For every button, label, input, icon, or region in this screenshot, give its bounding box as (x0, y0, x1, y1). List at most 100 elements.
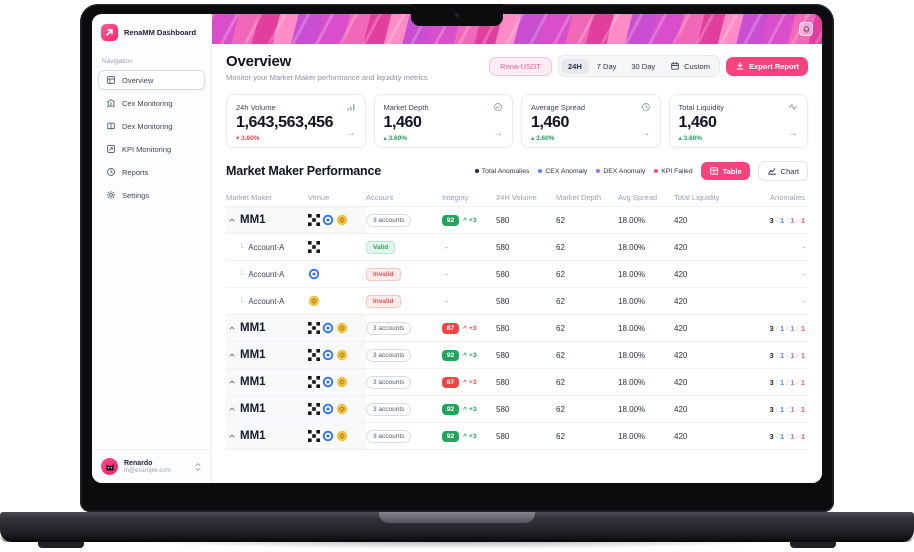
spread-cell: 18.00% (618, 296, 646, 306)
venue-cell (308, 234, 366, 260)
arrow-right-icon[interactable]: → (493, 128, 503, 139)
anomaly-separator: / (784, 377, 791, 387)
bnb-icon (336, 403, 348, 415)
laptop-notch (411, 4, 503, 26)
volume-cell: 580 (496, 431, 510, 441)
sidebar-item-dex-monitoring[interactable]: Dex Monitoring (98, 116, 205, 136)
accounts-badge[interactable]: 3 accounts (366, 321, 412, 335)
anomaly-count: 1 (800, 350, 805, 360)
nav-section-label: Navigation (102, 58, 133, 65)
anomalies-cell: - (802, 269, 806, 279)
chart-view-button[interactable]: Chart (757, 161, 808, 181)
range-button-7-day[interactable]: 7 Day (596, 61, 617, 71)
anomaly-separator: / (773, 404, 780, 414)
subrow-branch-icon: └ (239, 269, 245, 279)
table-icon (709, 166, 719, 176)
table-subrow[interactable]: └ Account-A Valid - 580 62 18.00% 420 - (226, 234, 808, 261)
chevron-updown-icon[interactable] (194, 461, 202, 473)
table-view-button[interactable]: Table (700, 162, 750, 180)
market-maker-name: MM1 (240, 322, 266, 334)
laptop-lid-scoop (379, 512, 535, 523)
anomaly-separator: / (773, 377, 780, 387)
user-email: m@example.com (124, 467, 171, 474)
market-maker-name: MM1 (240, 214, 266, 226)
export-report-button[interactable]: Export Report (725, 56, 808, 76)
table-subrow[interactable]: └ Account-A Invalid - 580 62 18.00% 420 - (226, 261, 808, 288)
anomalies-cell: 3 / 1 / 1 / 1 (753, 369, 808, 395)
anomaly-count: 1 (800, 404, 805, 414)
table-row[interactable]: MM1 3 accounts 87 ^ +3 580 62 18.00% 420 3 / 1 /… (226, 369, 808, 396)
volume-cell: 580 (496, 269, 510, 279)
anomaly-separator: / (773, 323, 780, 333)
chevron-up-icon (228, 351, 236, 359)
stat-card-market-depth[interactable]: Market Depth 1,460 ▴ 3.60% → (373, 94, 513, 148)
anomalies-cell: - (802, 242, 806, 252)
bnb-icon (336, 349, 348, 361)
table-subrow[interactable]: └ Account-A Invalid - 580 62 18.00% 420 - (226, 288, 808, 315)
table-row[interactable]: MM1 3 accounts 92 ^ +3 580 62 18.00% 420 3 / 1 /… (226, 396, 808, 423)
table-row[interactable]: MM1 3 accounts 92 ^ +3 580 62 18.00% 420 3 / 1 /… (226, 207, 808, 234)
account-cell: 3 accounts (366, 369, 442, 395)
stat-card-24h-volume[interactable]: 24h Volume 1,643,563,456 ▾ 3.60% → (226, 94, 366, 148)
accounts-badge[interactable]: 3 accounts (366, 375, 412, 389)
chevron-up-icon (228, 324, 236, 332)
stat-cards: 24h Volume 1,643,563,456 ▾ 3.60% → Market De… (226, 94, 808, 148)
sidebar-item-settings[interactable]: Settings (98, 185, 205, 205)
notification-bell-icon[interactable] (799, 22, 813, 36)
table-row[interactable]: MM1 3 accounts 92 ^ +3 580 62 18.00% 420 3 / 1 /… (226, 423, 808, 450)
spread-cell: 18.00% (618, 377, 646, 387)
activity-icon (788, 102, 798, 112)
anomaly-count: 3 (769, 215, 774, 225)
anomalies-cell: 3 / 1 / 1 / 1 (753, 342, 808, 368)
app-logo-icon (101, 24, 118, 41)
stat-card-header: Average Spread (531, 102, 651, 112)
sidebar-item-reports[interactable]: Reports (98, 162, 205, 182)
custom-range-button[interactable]: Custom (663, 58, 717, 74)
laptop-foot-left (38, 540, 84, 548)
arrow-right-icon[interactable]: → (345, 128, 356, 139)
pair-button[interactable]: Rena-USDT (489, 56, 553, 76)
account-cell: 3 accounts (366, 396, 442, 422)
table-row[interactable]: MM1 3 accounts 92 ^ +3 580 62 18.00% 420 3 / 1 /… (226, 342, 808, 369)
anomaly-count: 1 (790, 377, 795, 387)
anomalies-cell: - (802, 296, 806, 306)
range-button-24h[interactable]: 24H (561, 58, 589, 74)
anomaly-separator: / (784, 350, 791, 360)
accounts-badge[interactable]: 3 accounts (366, 402, 412, 416)
okx-icon (308, 403, 320, 415)
custom-range-label: Custom (684, 61, 710, 71)
anomaly-count: 1 (790, 431, 795, 441)
market-maker-name: MM1 (240, 349, 266, 361)
accounts-badge[interactable]: 3 accounts (366, 429, 412, 443)
arrow-right-icon[interactable]: → (788, 128, 798, 139)
anomaly-count: 1 (779, 215, 785, 225)
range-segmented-control: 24H 7 Day 30 Day Custom (558, 55, 720, 77)
account-name-cell: └ Account-A (226, 234, 308, 260)
volume-cell: 580 (496, 215, 510, 225)
accounts-badge[interactable]: 3 accounts (366, 348, 412, 362)
kpi-icon (106, 144, 116, 154)
range-button-30-day[interactable]: 30 Day (631, 61, 656, 71)
main-area: Overview Monitor your Market Maker perfo… (212, 14, 822, 483)
subrow-branch-icon: └ (239, 242, 245, 252)
table-row[interactable]: MM1 3 accounts 87 ^ +3 580 62 18.00% 420 3 / 1 /… (226, 315, 808, 342)
anomalies-cell: 3 / 1 / 1 / 1 (753, 396, 808, 422)
sidebar-item-overview[interactable]: Overview (98, 70, 205, 90)
integrity-delta: ^ +3 (463, 216, 477, 224)
volume-cell: 580 (496, 350, 510, 360)
volume-cell: 580 (496, 296, 510, 306)
accounts-badge[interactable]: 3 accounts (366, 213, 412, 227)
legend-label: CEX Anomaly (545, 167, 588, 175)
stat-card-average-spread[interactable]: Average Spread 1,460 ▴ 3.60% → (521, 94, 661, 148)
arrow-right-icon[interactable]: → (640, 128, 651, 139)
user-row[interactable]: Renardo m@example.com (92, 449, 211, 483)
anomaly-count: 3 (769, 377, 774, 387)
stat-card-total-liquidity[interactable]: Total Liquidity 1,460 ▴ 3.60% → (668, 94, 808, 148)
sidebar-item-cex-monitoring[interactable]: Cex Monitoring (98, 93, 205, 113)
account-name-cell: └ Account-A (226, 288, 308, 314)
anomaly-count: 1 (790, 404, 795, 414)
anomaly-count: 1 (800, 215, 805, 225)
sidebar-item-kpi-monitoring[interactable]: KPI Monitoring (98, 139, 205, 159)
venue-cell (308, 342, 366, 368)
column-header-market-maker: Market Maker (226, 192, 272, 202)
